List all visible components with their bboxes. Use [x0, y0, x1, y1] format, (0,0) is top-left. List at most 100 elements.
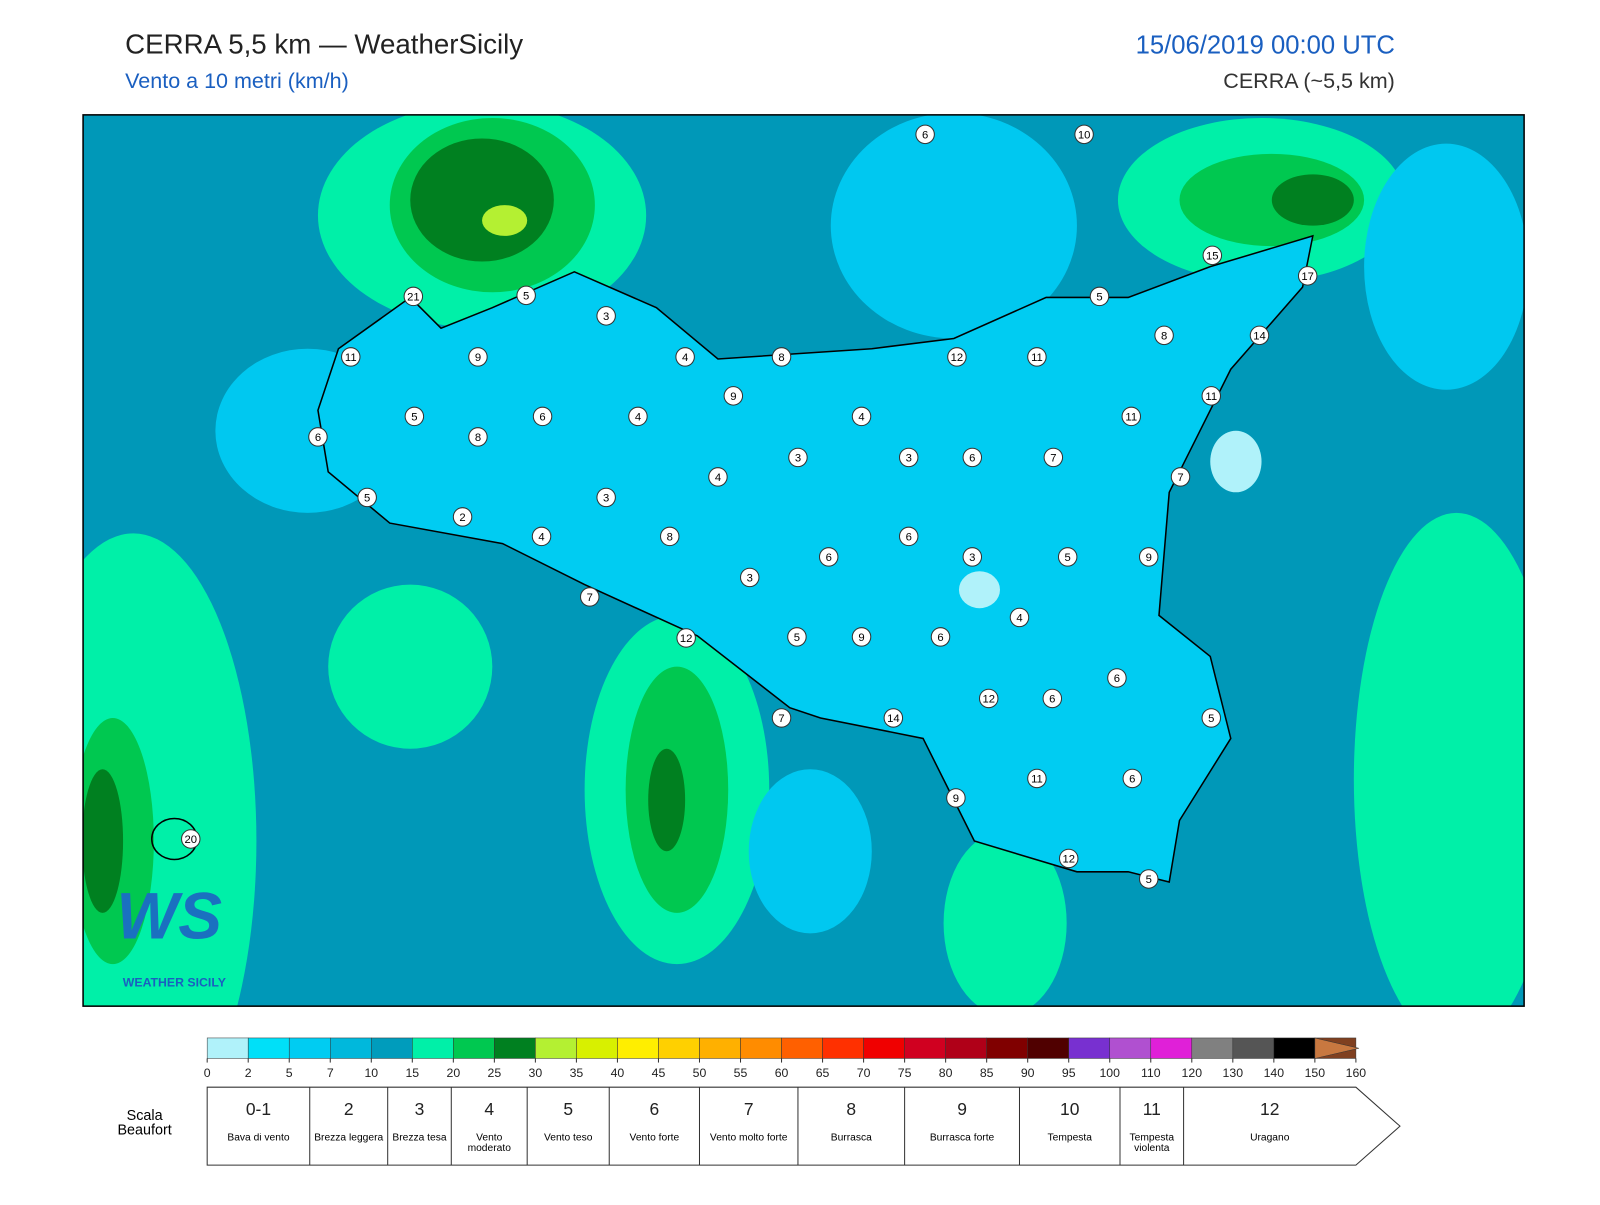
station-value: 6 [1114, 673, 1120, 685]
station-value: 5 [364, 492, 370, 504]
station-marker [1138, 547, 1159, 567]
beaufort-label: Scala Beaufort [117, 1107, 172, 1138]
station-marker [341, 347, 361, 367]
beaufort-name-box: Vento moderato [468, 1133, 511, 1153]
station-value: 12 [1062, 853, 1075, 865]
station-marker [404, 406, 425, 427]
station-marker [675, 347, 695, 367]
date: 15/06/2019 00:00 UTC [1136, 31, 1395, 59]
station-value: 4 [635, 411, 641, 423]
station-value: 3 [747, 572, 753, 584]
colorbar-segment [945, 1037, 987, 1059]
station-value: 5 [794, 632, 800, 644]
station-marker [1089, 286, 1110, 307]
colorbar-tick-label: 95 [1062, 1066, 1076, 1080]
colorbar-segment [1191, 1037, 1234, 1059]
colorbar: 0 2 5 7 10 15 20 25 30 35 40 45 50 55 60 65 70 75 80 85 90 95… [204, 1037, 1366, 1080]
station-value: 3 [603, 492, 609, 504]
station-value: 6 [1129, 773, 1135, 785]
station-value: 15 [1206, 250, 1219, 262]
beaufort-name-box: Burrasca forte [929, 1133, 995, 1144]
colorbar-tick-label: 50 [693, 1066, 707, 1080]
colorbar-tick-label: 65 [816, 1066, 830, 1080]
beaufort-name: Burrasca forte [929, 1133, 995, 1144]
beaufort-force: 8 [846, 1099, 856, 1119]
colorbar-segment [863, 1037, 905, 1059]
station-value: 5 [411, 411, 417, 423]
colorbar-segment [329, 1037, 372, 1059]
station-marker [771, 347, 792, 367]
station-marker [851, 627, 872, 647]
station-value: 21 [407, 291, 420, 303]
station-value: 8 [475, 432, 481, 444]
beaufort-name-box: Tempesta [1048, 1133, 1092, 1143]
station-value: 12 [951, 352, 964, 364]
colorbar-tick-label: 15 [405, 1066, 419, 1080]
beaufort-force: 12 [1260, 1099, 1279, 1119]
beaufort-name: Vento forte [629, 1133, 680, 1144]
colorbar-segment [1109, 1037, 1152, 1059]
colorbar-segment [371, 1037, 413, 1059]
beaufort-name-box: Burrasca [831, 1133, 872, 1143]
station-value: 8 [778, 352, 784, 364]
beaufort-name-box: Tempesta violenta [1130, 1133, 1174, 1153]
station-marker [357, 487, 377, 508]
station-value: 4 [1016, 612, 1022, 624]
station-value: 11 [345, 352, 357, 364]
station-marker [978, 688, 999, 709]
station-value: 7 [778, 713, 784, 725]
colorbar-segment [1232, 1037, 1275, 1059]
station-marker [403, 286, 424, 307]
model: CERRA (~5,5 km) [1223, 69, 1395, 93]
station-marker [516, 285, 536, 306]
colorbar-segment [453, 1037, 495, 1059]
station-marker [596, 487, 616, 508]
beaufort-name-box: Uragano [1250, 1133, 1289, 1143]
station-marker [1138, 869, 1159, 889]
station-marker [898, 526, 919, 547]
colorbar-tick-label: 55 [734, 1066, 748, 1080]
colorbar-tick-label: 85 [980, 1066, 994, 1080]
station-marker [883, 708, 904, 728]
station-marker [723, 386, 744, 406]
station-value: 17 [1301, 271, 1314, 283]
station-value: 5 [1146, 874, 1152, 886]
beaufort-name-box: Bava di vento [227, 1133, 289, 1143]
station-marker [898, 447, 919, 468]
beaufort-name: Vento teso [543, 1133, 593, 1144]
station-value: 6 [969, 452, 975, 464]
colorbar-segment [206, 1037, 249, 1059]
station-value: 9 [858, 632, 864, 644]
beaufort-force: 0-1 [246, 1099, 271, 1119]
station-value: 12 [982, 693, 995, 705]
station-value: 4 [858, 411, 864, 423]
station-marker [1027, 768, 1047, 789]
colorbar-tick-label: 5 [286, 1066, 293, 1080]
beaufort-scale: Scala Beaufort 0-1 Bava di vento 2 Brezza le… [117, 1086, 1401, 1166]
beaufort-name: Vento molto forte [709, 1133, 788, 1144]
station-value: 6 [922, 129, 928, 141]
colorbar-tick-label: 100 [1099, 1066, 1120, 1080]
colorbar-segment [1068, 1037, 1110, 1059]
station-value: 5 [1065, 552, 1071, 564]
station-marker [947, 347, 967, 367]
station-marker [962, 447, 983, 468]
beaufort-force: 5 [563, 1099, 573, 1119]
station-marker [1202, 245, 1223, 266]
map: WS WEATHER SICILY [83, 114, 1525, 1007]
station-value: 11 [1125, 411, 1137, 423]
station-value: 5 [523, 290, 529, 302]
beaufort-name-box: Brezza leggera [314, 1133, 383, 1143]
station-marker [1057, 547, 1078, 567]
logo-mark: WS [116, 879, 222, 952]
colorbar-segment [1273, 1037, 1316, 1059]
station-value: 6 [539, 411, 545, 423]
colorbar-segment [699, 1037, 741, 1059]
colorbar-segment [535, 1037, 577, 1059]
subtitle: Vento a 10 metri (km/h) [125, 69, 349, 93]
colorbar-tick-label: 80 [939, 1066, 953, 1080]
station-value: 9 [475, 352, 481, 364]
colorbar-tick-label: 0 [204, 1066, 211, 1080]
station-value: 20 [185, 834, 198, 846]
